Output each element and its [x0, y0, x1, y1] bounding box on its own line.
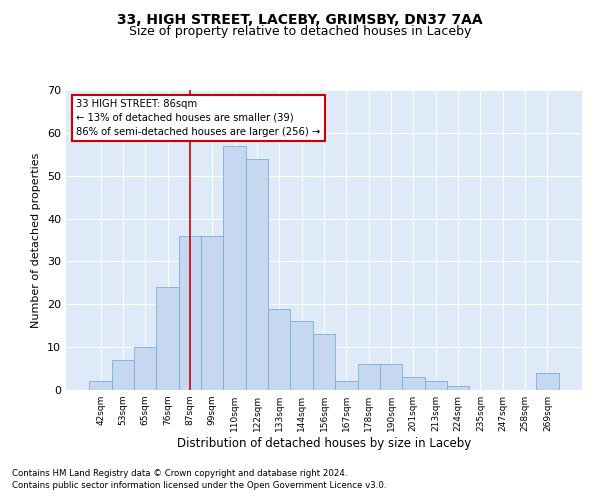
Bar [290, 322, 313, 390]
Bar [134, 347, 157, 390]
Text: 33 HIGH STREET: 86sqm
← 13% of detached houses are smaller (39)
86% of semi-deta: 33 HIGH STREET: 86sqm ← 13% of detached … [76, 99, 320, 137]
Text: Size of property relative to detached houses in Laceby: Size of property relative to detached ho… [129, 25, 471, 38]
Bar [402, 377, 425, 390]
Bar [179, 236, 201, 390]
Bar [223, 146, 246, 390]
Bar [157, 287, 179, 390]
Bar [268, 308, 290, 390]
Bar [201, 236, 223, 390]
Bar [536, 373, 559, 390]
Text: Contains public sector information licensed under the Open Government Licence v3: Contains public sector information licen… [12, 481, 386, 490]
X-axis label: Distribution of detached houses by size in Laceby: Distribution of detached houses by size … [177, 437, 471, 450]
Bar [425, 382, 447, 390]
Text: Contains HM Land Registry data © Crown copyright and database right 2024.: Contains HM Land Registry data © Crown c… [12, 468, 347, 477]
Bar [313, 334, 335, 390]
Bar [89, 382, 112, 390]
Bar [246, 158, 268, 390]
Y-axis label: Number of detached properties: Number of detached properties [31, 152, 41, 328]
Bar [358, 364, 380, 390]
Text: 33, HIGH STREET, LACEBY, GRIMSBY, DN37 7AA: 33, HIGH STREET, LACEBY, GRIMSBY, DN37 7… [117, 12, 483, 26]
Bar [335, 382, 358, 390]
Bar [112, 360, 134, 390]
Bar [447, 386, 469, 390]
Bar [380, 364, 402, 390]
